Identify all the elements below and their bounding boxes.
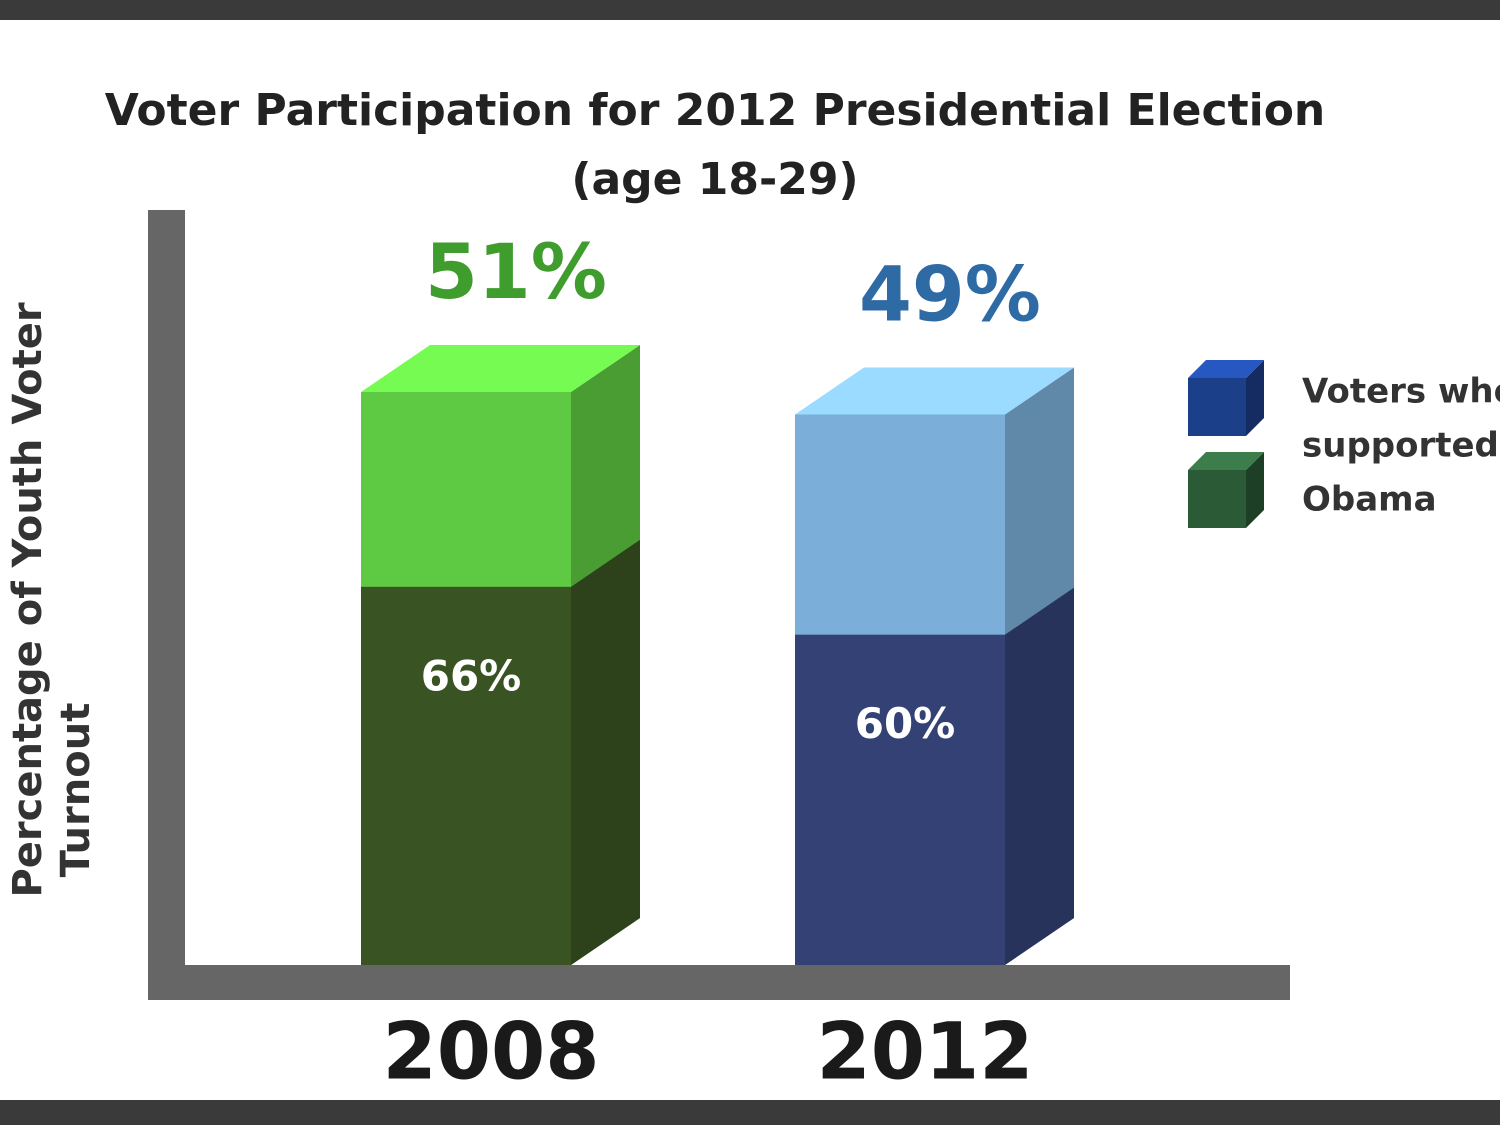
inner-bar-side xyxy=(571,539,640,965)
inner-bar xyxy=(795,634,1005,965)
chart-title: Voter Participation for 2012 Presidentia… xyxy=(105,85,1326,136)
inner-bar xyxy=(361,586,571,965)
top-border xyxy=(0,0,1500,20)
chart-subtitle: (age 18-29) xyxy=(571,154,858,205)
legend-cube-top xyxy=(1188,452,1264,470)
y-axis-label: Percentage of Youth Voter Turnout xyxy=(5,302,99,897)
bar-top xyxy=(795,367,1074,415)
y-axis xyxy=(148,210,185,1000)
bars: 51% 66% 2008 49% 60% 2012 xyxy=(361,227,1074,1097)
x-tick-label: 2008 xyxy=(382,1007,599,1097)
legend-cube-side xyxy=(1246,452,1264,528)
bottom-border xyxy=(0,1100,1500,1125)
legend-cube-top xyxy=(1188,360,1264,378)
value-label: 51% xyxy=(425,227,607,316)
legend-cube-side xyxy=(1246,360,1264,436)
legend-cube xyxy=(1188,470,1246,528)
y-label-line: Turnout xyxy=(53,703,99,878)
x-tick-label: 2012 xyxy=(816,1007,1033,1097)
bar-top xyxy=(361,345,640,392)
inner-value-label: 66% xyxy=(421,651,522,700)
legend-label: Obama xyxy=(1302,480,1437,520)
value-label: 49% xyxy=(859,249,1041,338)
x-axis xyxy=(148,965,1290,1000)
legend-cube xyxy=(1188,378,1246,436)
y-label-line: Percentage of Youth Voter xyxy=(5,302,51,897)
inner-value-label: 60% xyxy=(855,699,956,748)
legend-label: supported xyxy=(1302,426,1499,466)
inner-bar-side xyxy=(1005,587,1074,965)
legend: Voters who supported Obama xyxy=(1188,360,1500,528)
legend-label: Voters who xyxy=(1302,372,1500,412)
